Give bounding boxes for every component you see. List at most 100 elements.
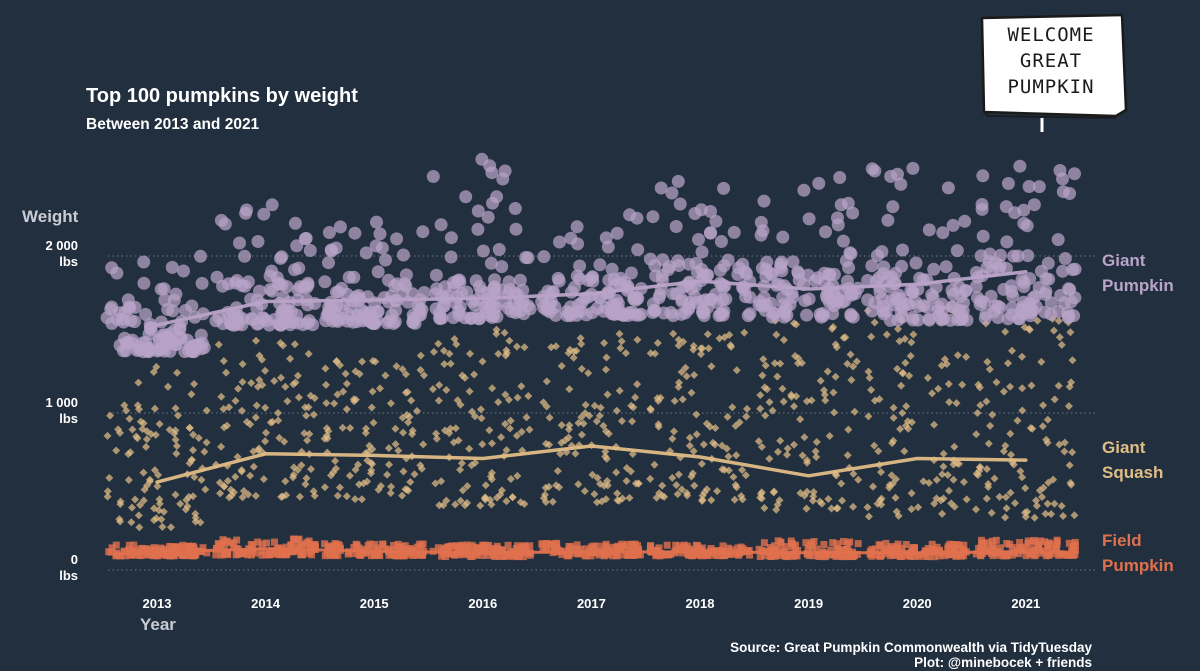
giant-squash-point bbox=[338, 423, 347, 432]
giant-squash-point bbox=[934, 384, 943, 393]
giant-squash-point bbox=[600, 481, 609, 490]
giant-squash-point bbox=[297, 461, 306, 470]
giant-pumpkin-point bbox=[886, 200, 900, 214]
giant-squash-point bbox=[757, 488, 766, 497]
giant-pumpkin-point bbox=[611, 297, 625, 311]
giant-squash-point bbox=[176, 499, 185, 508]
giant-squash-point bbox=[171, 490, 180, 499]
x-axis-label: Year bbox=[140, 615, 176, 634]
giant-squash-point bbox=[1030, 513, 1039, 522]
field-pumpkin-point bbox=[542, 546, 550, 554]
field-pumpkin-point bbox=[672, 541, 680, 549]
giant-squash-point bbox=[512, 431, 521, 440]
giant-squash-point bbox=[335, 483, 344, 492]
giant-pumpkin-point bbox=[665, 186, 679, 200]
giant-squash-point bbox=[231, 472, 240, 481]
giant-pumpkin-point bbox=[212, 311, 226, 325]
field-pumpkin-point bbox=[130, 541, 138, 549]
giant-pumpkin-point bbox=[709, 214, 723, 228]
giant-pumpkin-point bbox=[1058, 252, 1072, 265]
giant-pumpkin-point bbox=[371, 265, 385, 279]
giant-squash-point bbox=[593, 473, 602, 482]
field-pumpkin-point bbox=[946, 551, 954, 559]
giant-pumpkin-point bbox=[831, 211, 844, 225]
field-pumpkin-point bbox=[1039, 547, 1047, 555]
giant-pumpkin-point bbox=[1023, 272, 1037, 286]
series-label-giant-squash: Giant Squash bbox=[1102, 435, 1192, 485]
giant-squash-point bbox=[520, 343, 529, 352]
field-pumpkin-point bbox=[854, 540, 862, 548]
giant-pumpkin-point bbox=[950, 244, 964, 258]
sign-line: PUMPKIN bbox=[1007, 76, 1095, 98]
giant-squash-point bbox=[794, 354, 803, 363]
giant-squash-point bbox=[779, 336, 788, 344]
giant-squash-point bbox=[906, 352, 915, 360]
giant-squash-point bbox=[867, 332, 876, 341]
field-pumpkin-point bbox=[1037, 537, 1044, 545]
giant-pumpkin-point bbox=[1026, 291, 1040, 305]
giant-squash-point bbox=[776, 436, 785, 445]
giant-squash-point bbox=[950, 502, 959, 511]
giant-squash-point bbox=[165, 425, 174, 434]
giant-squash-point bbox=[440, 360, 449, 369]
field-pumpkin-point bbox=[212, 551, 220, 559]
field-pumpkin-point bbox=[686, 545, 694, 553]
giant-squash-point bbox=[187, 390, 196, 399]
giant-squash-point bbox=[958, 380, 967, 389]
giant-squash-point bbox=[383, 470, 392, 479]
giant-pumpkin-point bbox=[519, 251, 533, 264]
field-pumpkin-point bbox=[219, 536, 227, 544]
giant-squash-point bbox=[715, 334, 724, 343]
giant-pumpkin-point bbox=[256, 311, 270, 325]
giant-squash-point bbox=[732, 451, 741, 460]
field-pumpkin-point bbox=[156, 546, 164, 554]
giant-squash-point bbox=[485, 426, 494, 435]
giant-squash-point bbox=[615, 329, 624, 338]
trend-line-giant-pumpkin bbox=[155, 269, 1028, 327]
field-pumpkin-point bbox=[810, 538, 818, 545]
giant-squash-point bbox=[155, 420, 164, 428]
giant-pumpkin-point bbox=[484, 256, 498, 270]
giant-squash-point bbox=[688, 469, 697, 478]
giant-squash-point bbox=[604, 429, 613, 438]
giant-squash-point bbox=[384, 444, 393, 453]
giant-squash-point bbox=[453, 396, 462, 405]
giant-squash-point bbox=[565, 421, 574, 430]
field-pumpkin-point bbox=[112, 550, 120, 558]
giant-squash-point bbox=[362, 424, 370, 433]
giant-pumpkin-point bbox=[896, 243, 909, 257]
giant-pumpkin-point bbox=[226, 318, 240, 332]
giant-squash-point bbox=[197, 475, 206, 484]
giant-pumpkin-point bbox=[717, 181, 731, 195]
giant-squash-point bbox=[711, 440, 719, 449]
giant-squash-point bbox=[824, 495, 833, 503]
giant-squash-point bbox=[487, 475, 496, 484]
giant-squash-point bbox=[622, 464, 631, 472]
giant-pumpkin-point bbox=[671, 174, 685, 188]
giant-squash-point bbox=[150, 504, 159, 513]
giant-squash-point bbox=[406, 478, 415, 486]
giant-squash-point bbox=[870, 441, 879, 450]
giant-squash-point bbox=[1057, 340, 1066, 349]
giant-pumpkin-point bbox=[906, 285, 920, 299]
field-pumpkin-point bbox=[468, 541, 476, 549]
giant-pumpkin-point bbox=[433, 311, 447, 325]
field-pumpkin-point bbox=[305, 537, 313, 545]
caption-source: Source: Great Pumpkin Commonwealth via T… bbox=[730, 640, 1092, 655]
giant-squash-point bbox=[829, 388, 838, 397]
giant-pumpkin-point bbox=[367, 317, 381, 330]
giant-pumpkin-point bbox=[475, 152, 489, 166]
giant-squash-point bbox=[512, 342, 521, 351]
giant-squash-point bbox=[239, 487, 248, 495]
field-pumpkin-point bbox=[588, 543, 595, 551]
giant-squash-point bbox=[1054, 381, 1063, 390]
field-pumpkin-point bbox=[955, 551, 963, 559]
field-pumpkin-point bbox=[782, 543, 790, 551]
field-pumpkin-point bbox=[282, 543, 290, 551]
giant-pumpkin-point bbox=[1017, 203, 1031, 217]
field-pumpkin-point bbox=[843, 545, 850, 553]
giant-pumpkin-point bbox=[1044, 296, 1058, 310]
giant-pumpkin-point bbox=[178, 345, 192, 359]
giant-squash-point bbox=[581, 400, 590, 409]
giant-squash-point bbox=[672, 481, 681, 489]
